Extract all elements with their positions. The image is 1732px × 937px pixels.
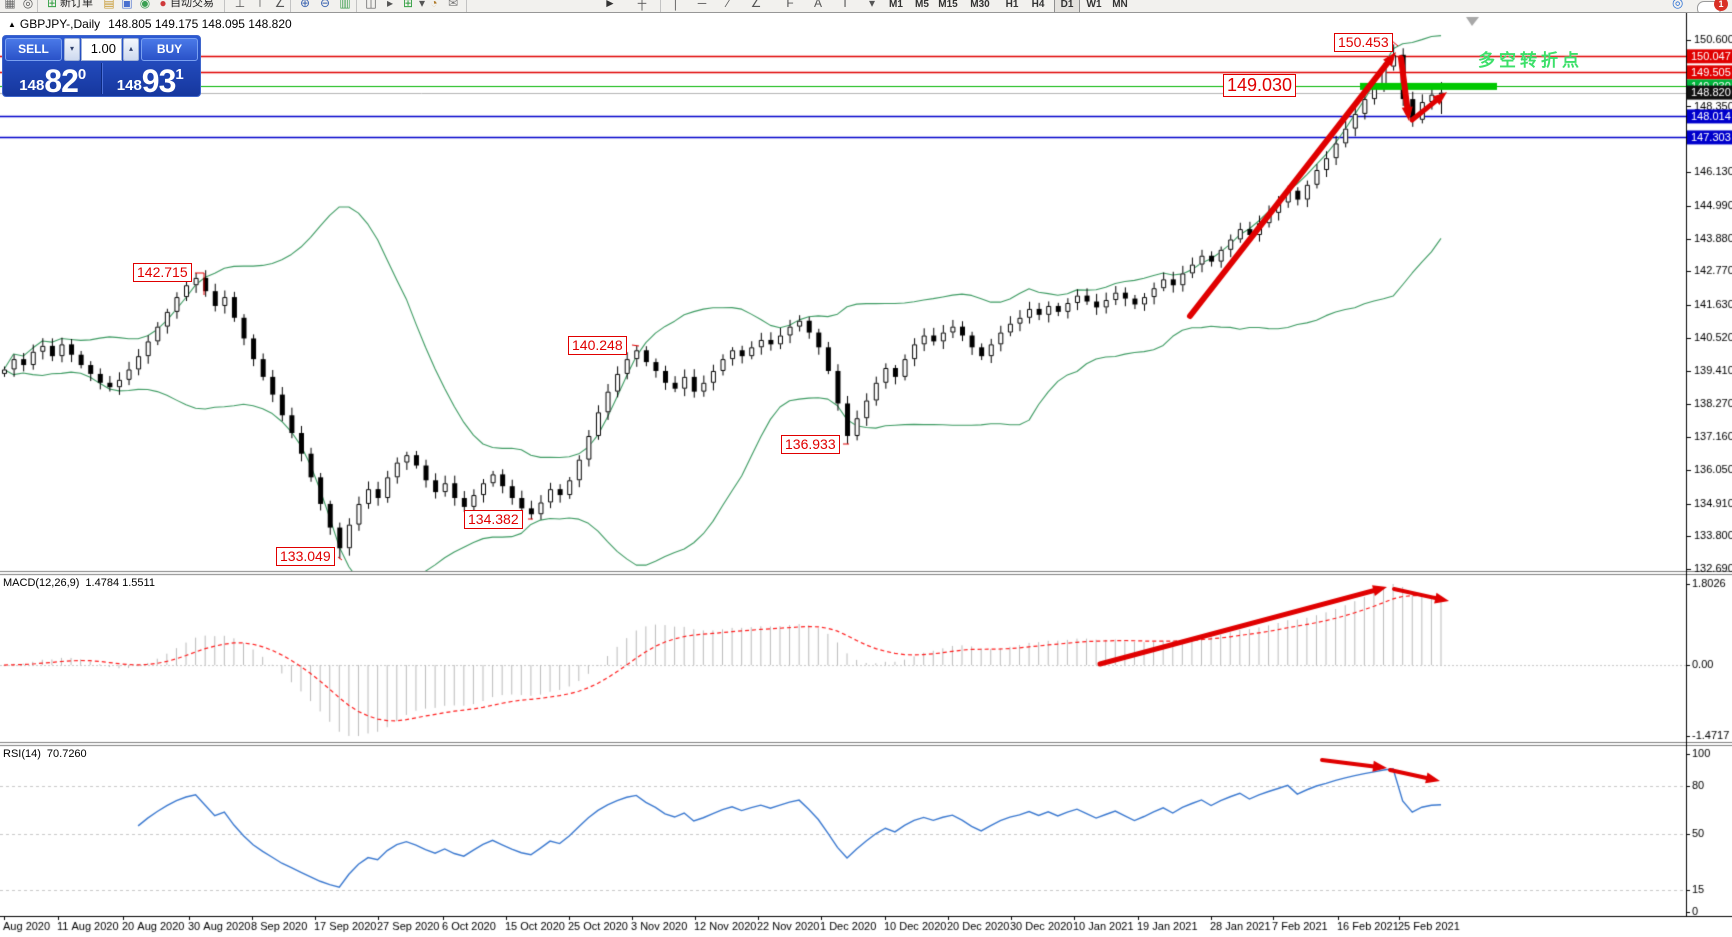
zoom-out-icon[interactable]: ⊖ [319,0,331,10]
timeframe-h4-button[interactable]: H4 [1031,0,1045,10]
timeframe-d1-button[interactable]: D1 [1054,0,1080,12]
price-callout-label[interactable]: 134.382 [464,510,523,529]
terminal-icon[interactable]: ▣ [121,0,133,10]
signals-icon[interactable]: ◉ [139,0,151,10]
autotrading-label[interactable]: 自动交易 [170,0,214,9]
toolbar-separator [660,0,661,12]
ohlc-values: 148.805 149.175 148.095 148.820 [108,17,292,31]
trendline-icon[interactable]: ∕ [726,0,729,10]
new-chart-icon[interactable]: ▦ [4,0,16,10]
macd-values: 1.4784 1.5511 [85,577,155,589]
price-callout-label[interactable]: 136.933 [781,435,840,454]
fibonacci-icon[interactable]: F [786,0,794,10]
toolbar-separator [37,0,38,12]
symbol-marker-icon: ▲ [8,20,16,29]
notification-count-badge: 1 [1714,0,1728,11]
rsi-indicator-label: RSI(14) 70.7260 [3,748,87,760]
period-clock-icon[interactable]: ◔ [430,0,438,10]
tile-windows-icon[interactable]: ▥ [339,0,351,10]
sell-price[interactable]: 148820 [5,63,102,99]
volume-input[interactable]: 1.00 [81,38,122,61]
buy-price[interactable]: 148931 [101,63,199,99]
timeframe-m5-button[interactable]: M5 [915,0,929,10]
macd-indicator-label: MACD(12,26,9) 1.4784 1.5511 [3,577,155,589]
top-toolbar: ▦ ◎ ⊞ 新订单 ▤ ▣ ◉ ● 自动交易 ⊥ ⊤ ∠ ⊕ ⊖ ▥ ◫ ▸ ⊞ ▾ ◔ ✉ ► ┼ │ ─ ∕ ∠ F A T ▾ M1 M5… [0,0,1732,13]
timeframe-w1-button[interactable]: W1 [1086,0,1102,10]
price-callout-label[interactable]: 150.453 [1334,33,1393,52]
object-list-icon[interactable]: ⊥ [234,0,246,10]
crosshair-icon[interactable]: ┼ [637,0,647,10]
vertical-line-icon[interactable]: │ [672,0,680,10]
market-depth-icon[interactable]: ▤ [103,0,115,10]
timeframe-m1-button[interactable]: M1 [889,0,903,10]
alerts-icon[interactable]: ✉ [447,0,459,10]
toolbar-separator [224,0,225,12]
indicator-dropdown-icon[interactable]: ▾ [418,0,426,10]
sell-price-base: 148 [19,77,45,94]
cursor-icon[interactable]: ► [604,0,616,10]
sell-button[interactable]: SELL [5,38,62,61]
equidistant-channel-icon[interactable]: ∠ [750,0,762,10]
zoom-in-icon[interactable]: ⊕ [299,0,311,10]
new-order-icon[interactable]: ⊞ [46,0,58,10]
auto-scroll-icon[interactable]: ▸ [386,0,394,10]
object-properties-icon[interactable]: ⊤ [254,0,266,10]
timeframe-h1-button[interactable]: H1 [1005,0,1019,10]
toolbar-separator [290,0,291,12]
buy-price-sup: 1 [175,66,184,83]
text-icon[interactable]: A [813,0,822,10]
rsi-value: 70.7260 [46,748,87,760]
price-callout-label[interactable]: 140.248 [568,336,627,355]
gann-icon[interactable]: ∠ [274,0,286,10]
timeframe-m30-button[interactable]: M30 [970,0,990,10]
volume-up-button[interactable]: ▴ [123,38,139,61]
sell-price-big: 82 [44,63,79,99]
macd-name: MACD(12,26,9) [3,577,80,589]
symbol-period-label: GBPJPY-,Daily [19,17,101,31]
one-click-trading-panel: SELL ▾ 1.00 ▴ BUY 148820 148931 [2,35,201,99]
notifications-bubble-icon[interactable]: 1 [1697,0,1728,12]
price-callout-label[interactable]: 149.030 [1223,74,1297,98]
search-icon[interactable]: ◎ [22,0,34,10]
volume-down-button[interactable]: ▾ [64,38,80,61]
buy-price-big: 93 [141,63,177,99]
buy-button[interactable]: BUY [141,38,198,61]
turning-point-note[interactable]: 多空转折点 [1478,51,1583,70]
chart-shift-icon[interactable]: ◫ [365,0,377,10]
price-callout-label[interactable]: 133.049 [276,547,335,566]
timeframe-mn-button[interactable]: MN [1112,0,1128,10]
text-label-icon[interactable]: T [841,0,849,10]
community-search-icon[interactable]: ◎ [1672,0,1684,10]
timeframe-m15-button[interactable]: M15 [938,0,958,10]
horizontal-line-icon[interactable]: ─ [697,0,707,10]
buy-price-base: 148 [116,77,142,94]
autotrading-icon[interactable]: ● [159,0,167,10]
sell-price-sup: 0 [77,66,87,83]
volume-stepper: ▾ 1.00 ▴ [64,38,139,61]
add-indicator-icon[interactable]: ⊞ [402,0,414,10]
rsi-name: RSI(14) [3,748,41,760]
toolbar-separator [466,0,467,12]
new-order-label[interactable]: 新订单 [60,0,93,9]
toolbar-separator [356,0,357,12]
price-callout-label[interactable]: 142.715 [133,263,192,282]
chart-title: ▲ GBPJPY-,Daily 148.805 149.175 148.095 14… [8,17,292,31]
shapes-dropdown-icon[interactable]: ▾ [868,0,876,10]
